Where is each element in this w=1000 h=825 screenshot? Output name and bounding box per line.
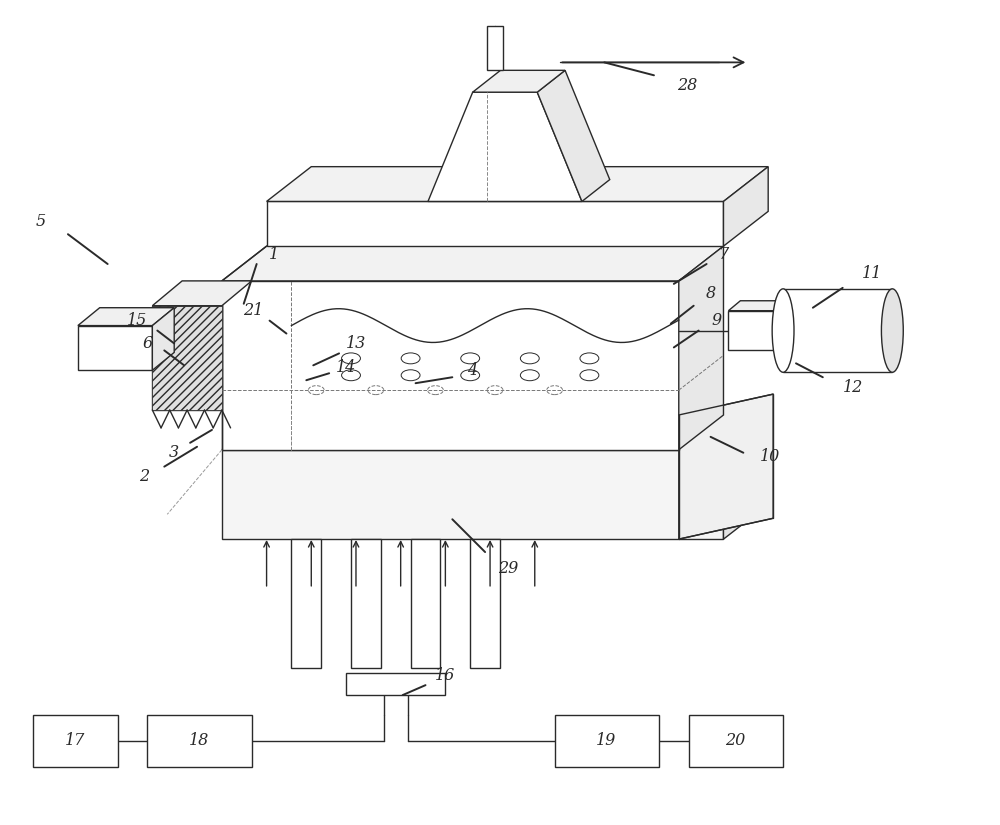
- Text: 28: 28: [677, 77, 697, 94]
- Bar: [152, 306, 222, 410]
- Ellipse shape: [881, 289, 903, 372]
- Text: 3: 3: [169, 444, 179, 461]
- Bar: [351, 540, 381, 668]
- Text: 13: 13: [346, 335, 366, 352]
- Bar: [487, 26, 503, 70]
- Bar: [783, 289, 892, 372]
- Bar: [689, 715, 783, 766]
- Ellipse shape: [772, 289, 794, 372]
- Text: 2: 2: [139, 468, 149, 485]
- Bar: [555, 715, 659, 766]
- Polygon shape: [537, 70, 610, 201]
- Polygon shape: [428, 92, 582, 201]
- Bar: [728, 311, 783, 351]
- Bar: [222, 450, 723, 540]
- Polygon shape: [728, 301, 795, 311]
- Text: 10: 10: [760, 448, 780, 465]
- Text: 11: 11: [862, 266, 883, 282]
- Polygon shape: [723, 167, 768, 246]
- Text: 29: 29: [498, 560, 518, 578]
- Text: 7: 7: [718, 246, 729, 262]
- Polygon shape: [723, 429, 750, 540]
- Bar: [291, 540, 321, 668]
- Bar: [411, 540, 440, 668]
- Bar: [346, 673, 445, 695]
- Text: 18: 18: [189, 733, 209, 749]
- Text: 19: 19: [596, 733, 616, 749]
- Text: 1: 1: [268, 246, 279, 262]
- Bar: [78, 326, 152, 370]
- Text: 9: 9: [711, 312, 722, 329]
- Bar: [33, 715, 118, 766]
- Bar: [222, 280, 679, 450]
- Polygon shape: [222, 429, 750, 450]
- Text: 17: 17: [65, 733, 85, 749]
- Polygon shape: [152, 308, 174, 370]
- Polygon shape: [267, 167, 768, 201]
- Text: 12: 12: [842, 379, 863, 396]
- Text: 16: 16: [435, 667, 455, 684]
- Text: 8: 8: [706, 285, 716, 302]
- Polygon shape: [679, 394, 773, 540]
- Polygon shape: [78, 308, 174, 326]
- Text: 15: 15: [127, 312, 148, 329]
- Bar: [152, 306, 222, 410]
- Bar: [147, 715, 252, 766]
- Text: 20: 20: [725, 733, 746, 749]
- Polygon shape: [473, 70, 565, 92]
- Text: 14: 14: [336, 359, 356, 376]
- Polygon shape: [679, 246, 723, 450]
- Text: 6: 6: [142, 335, 152, 352]
- Polygon shape: [222, 246, 723, 280]
- Text: 5: 5: [36, 213, 46, 230]
- Text: 21: 21: [244, 302, 264, 319]
- Polygon shape: [152, 280, 252, 306]
- Bar: [470, 540, 500, 668]
- Text: 4: 4: [467, 362, 477, 379]
- Polygon shape: [222, 280, 252, 410]
- Bar: [267, 201, 723, 246]
